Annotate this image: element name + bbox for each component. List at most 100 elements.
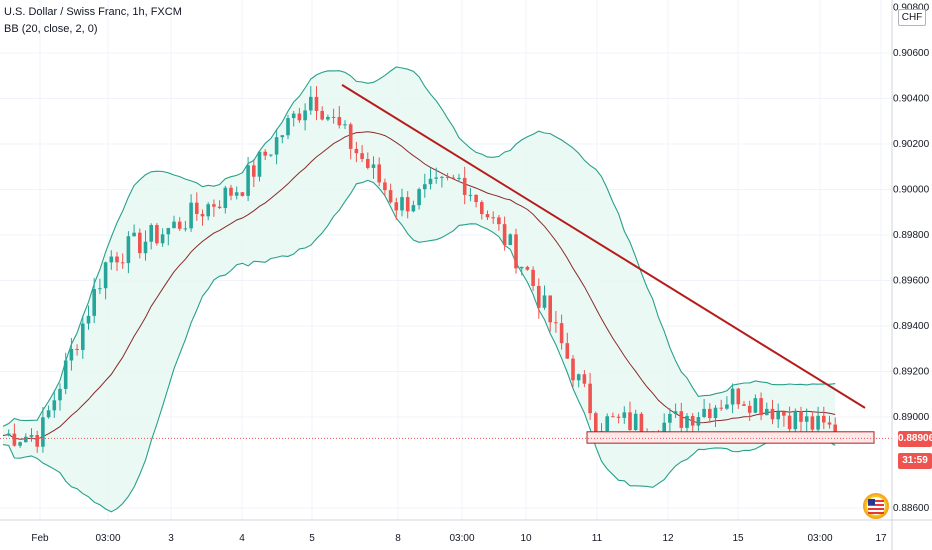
candle-body — [434, 177, 438, 179]
symbol-title[interactable]: U.S. Dollar / Swiss Franc, 1h, FXCM — [4, 6, 182, 18]
candle-body — [177, 221, 182, 229]
candle-body — [474, 194, 478, 203]
candle-body — [519, 266, 524, 269]
candle-body — [542, 295, 547, 308]
candle-body — [337, 117, 342, 126]
candle-body — [502, 224, 507, 246]
candles — [6, 86, 837, 453]
candle-body — [263, 151, 267, 156]
y-tick-label: 0.89000 — [893, 412, 930, 423]
candle-body — [679, 411, 684, 428]
candle-body — [685, 415, 689, 428]
candle-body — [160, 234, 165, 244]
candle-body — [212, 204, 216, 207]
x-tick-label: 03:00 — [95, 533, 120, 544]
y-tick-label: 0.89400 — [893, 321, 930, 332]
candle-body — [696, 416, 701, 426]
candle-body — [753, 398, 758, 413]
candle-body — [457, 177, 461, 179]
candle-body — [730, 388, 735, 405]
candle-body — [537, 285, 541, 308]
candle-body — [787, 415, 792, 430]
candle-body — [366, 159, 370, 168]
candle-body — [708, 408, 712, 419]
candle-body — [662, 422, 666, 437]
candle-body — [770, 408, 775, 420]
y-tick-label: 0.90200 — [893, 139, 930, 150]
candle-body — [240, 192, 245, 196]
x-tick-label: 15 — [732, 533, 744, 544]
candle-body — [166, 228, 171, 235]
candle-body — [98, 288, 102, 290]
candle-body — [223, 187, 228, 209]
candle-body — [155, 225, 159, 244]
candle-body — [417, 189, 421, 206]
candle-body — [138, 232, 142, 254]
candle-body — [92, 289, 96, 316]
candle-body — [491, 217, 495, 219]
candle-body — [354, 148, 359, 154]
candle-body — [280, 135, 285, 138]
x-tick-label: 03:00 — [807, 533, 832, 544]
candle-body — [747, 405, 752, 413]
candle-body — [314, 96, 319, 111]
x-tick-label: 12 — [662, 533, 674, 544]
candle-body — [109, 256, 114, 263]
candle-body — [428, 178, 433, 185]
candle-body — [628, 412, 632, 430]
candle-body — [360, 153, 364, 160]
candle-body — [126, 236, 131, 264]
candle-body — [58, 388, 62, 401]
candle-body — [303, 110, 307, 121]
candle-body — [497, 217, 501, 225]
candle-body — [571, 358, 575, 381]
candle-body — [810, 416, 815, 430]
candle-body — [86, 315, 91, 324]
candle-body — [713, 407, 718, 419]
candle-body — [46, 410, 51, 418]
candle-body — [736, 388, 741, 405]
us-flag-icon[interactable] — [862, 492, 890, 520]
candle-body — [18, 442, 22, 446]
candle-body — [765, 408, 769, 416]
candle-body — [246, 165, 250, 196]
candle-body — [827, 422, 832, 425]
candle-body — [451, 177, 456, 179]
candle-body — [6, 433, 11, 436]
candle-body — [29, 435, 34, 437]
candle-body — [320, 110, 324, 120]
candle-body — [348, 124, 353, 149]
candle-body — [371, 164, 376, 168]
candle-body — [41, 417, 45, 447]
candle-body — [63, 360, 68, 389]
candle-body — [719, 407, 723, 409]
candle-body — [423, 184, 427, 190]
candle-body — [81, 323, 85, 350]
overlays — [0, 83, 892, 444]
bb-fill — [3, 67, 836, 512]
candle-body — [611, 416, 615, 418]
candle-body — [326, 116, 330, 120]
candle-body — [759, 398, 763, 416]
indicator-label[interactable]: BB (20, close, 2, 0) — [4, 23, 98, 35]
candle-body — [183, 228, 188, 230]
candle-body — [331, 116, 336, 118]
currency-label[interactable]: CHF — [898, 9, 926, 26]
candle-body — [52, 400, 57, 411]
candle-body — [445, 176, 450, 178]
x-tick-label: 8 — [395, 533, 401, 544]
candle-body — [565, 343, 570, 359]
candle-body — [633, 413, 638, 430]
candle-body — [822, 415, 826, 423]
candle-body — [234, 192, 239, 196]
candle-body — [673, 411, 678, 414]
candle-body — [172, 221, 176, 229]
candle-body — [257, 151, 262, 177]
candle-body — [343, 124, 347, 126]
candle-body — [377, 164, 381, 183]
x-tick-label: 5 — [309, 533, 315, 544]
candle-body — [725, 404, 729, 409]
candle-body — [588, 383, 592, 414]
bb-lower-band — [2, 179, 836, 513]
